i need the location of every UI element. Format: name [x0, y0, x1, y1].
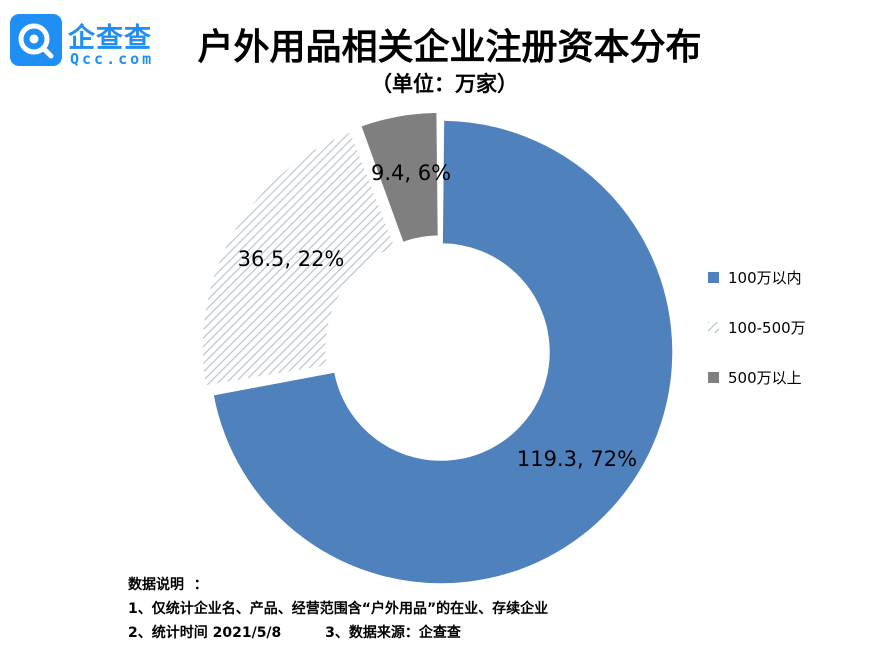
legend-swatch: [708, 371, 719, 383]
chart-legend: 100万以内 100-500万 500万以上: [708, 252, 806, 402]
notes-heading: 数据说明 ：: [128, 577, 208, 593]
slice-data-label: 119.3, 72%: [517, 447, 637, 471]
legend-label: 500万以上: [728, 368, 802, 387]
notes-line: 1、仅统计企业名、产品、经营范围含“户外用品”的在业、存续企业: [128, 601, 549, 617]
chart-title: 户外用品相关企业注册资本分布: [197, 27, 702, 68]
qcc-logo: 企查查 Qcc.com: [10, 12, 170, 70]
chart-subtitle: （单位：万家）: [371, 72, 518, 96]
legend-swatch: [708, 271, 719, 283]
legend-label: 100-500万: [728, 318, 806, 337]
legend-swatch: [708, 321, 719, 333]
logo-text: 企查查: [68, 23, 152, 54]
data-notes: 数据说明 ： 1、仅统计企业名、产品、经营范围含“户外用品”的在业、存续企业 2、统…: [128, 573, 548, 645]
legend-label: 100万以内: [728, 268, 802, 287]
legend-item: 100万以内: [708, 252, 806, 302]
legend-item: 100-500万: [708, 302, 806, 352]
logo-subtext: Qcc.com: [70, 50, 155, 68]
donut-slice: [212, 119, 674, 585]
qcc-logo-icon: [10, 14, 62, 66]
notes-line: 2、统计时间 2021/5/8 3、数据来源：企查查: [128, 625, 461, 641]
donut-slice: [201, 130, 397, 387]
donut-slice: [359, 111, 440, 244]
legend-item: 500万以上: [708, 352, 806, 402]
slice-data-label: 9.4, 6%: [371, 161, 451, 185]
slice-data-label: 36.5, 22%: [238, 247, 345, 271]
